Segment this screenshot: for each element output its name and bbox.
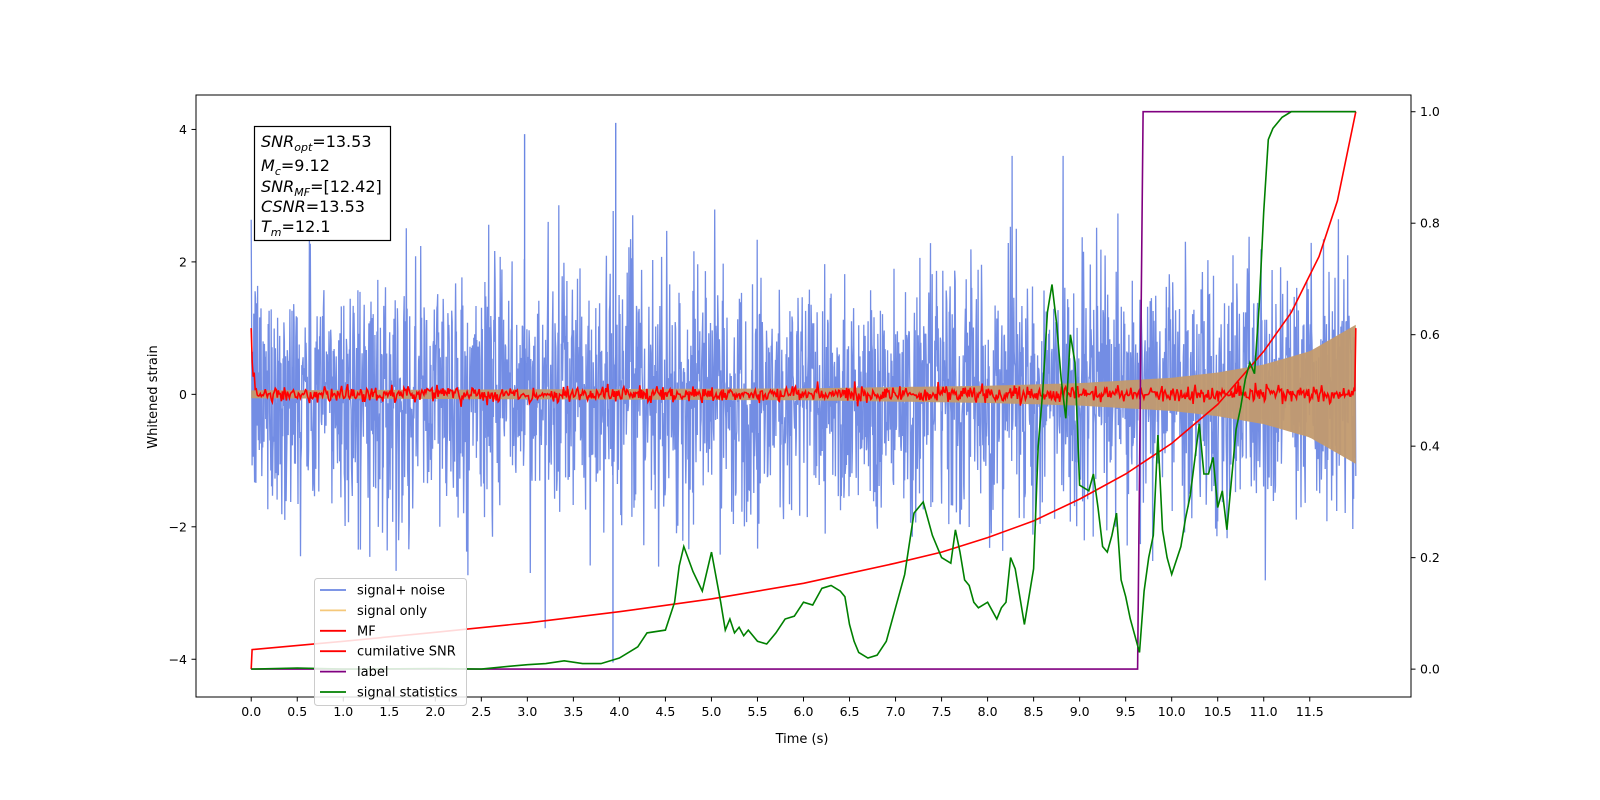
x-tick-label: 11.5: [1296, 704, 1324, 719]
legend-label: MF: [357, 624, 376, 639]
x-tick-label: 10.0: [1158, 704, 1186, 719]
y-left-tick-label: 4: [179, 122, 187, 137]
label-line: [251, 110, 1356, 670]
csnr-line: CSNR=13.53: [261, 197, 365, 216]
legend-label: signal+ noise: [357, 584, 445, 599]
snr-annotation-box: SNRopt=13.53 Mc=9.12 SNRMF=[12.42] CSNR=…: [253, 125, 392, 242]
x-tick-label: 2.5: [471, 704, 491, 719]
x-tick-label: 3.5: [563, 704, 583, 719]
x-tick-label: 4.5: [655, 704, 675, 719]
legend-label: cumilative SNR: [357, 645, 456, 660]
x-tick-label: 7.0: [886, 704, 906, 719]
y-right-tick-label: 0.4: [1420, 439, 1440, 454]
x-tick-label: 5.5: [748, 704, 768, 719]
y-right-tick-label: 0.6: [1420, 327, 1440, 342]
axes: 0.0 0.5 1.0 1.5 2.0 2.5 3.0 3.5 4.0 4.5 5.0 5.5 6.0 6…: [169, 94, 1440, 719]
mf-line: [250, 328, 1357, 407]
legend-label: label: [357, 665, 388, 680]
y-left-tick-label: 0: [179, 387, 187, 402]
x-tick-label: 3.0: [517, 704, 537, 719]
x-axis-label: Time (s): [775, 732, 829, 747]
x-tick-label: 10.5: [1204, 704, 1232, 719]
x-tick-label: 11.0: [1250, 704, 1278, 719]
x-tick-label: 6.5: [840, 704, 860, 719]
signal-statistics-line: [251, 110, 1356, 670]
y-right-tick-label: 0.2: [1420, 550, 1440, 565]
legend-label: signal statistics: [357, 686, 458, 701]
x-tick-label: 4.0: [609, 704, 629, 719]
y-axis-label: Whitened strain: [146, 345, 161, 448]
chart-legend: signal+ noise signal only MF cumilative SNR…: [314, 578, 467, 706]
x-tick-label: 9.0: [1070, 704, 1090, 719]
mc-line: Mc=9.12: [261, 156, 330, 178]
y-left-tick-label: 2: [179, 254, 187, 269]
legend-label: signal only: [357, 604, 427, 619]
x-tick-label: 8.0: [978, 704, 998, 719]
x-tick-label: 8.5: [1024, 704, 1044, 719]
y-left-tick-label: −2: [169, 519, 187, 534]
y-right-tick-label: 1.0: [1420, 104, 1440, 119]
x-tick-label: 9.5: [1116, 704, 1136, 719]
x-tick-label: 0.0: [241, 704, 261, 719]
x-tick-label: 0.5: [287, 704, 307, 719]
snr-mf-line: SNRMF=[12.42]: [261, 177, 382, 199]
x-tick-label: 2.0: [425, 704, 445, 719]
x-tick-label: 1.5: [379, 704, 399, 719]
x-tick-label: 6.0: [794, 704, 814, 719]
tm-line: Tm=12.1: [261, 217, 331, 239]
y-right-tick-label: 0.8: [1420, 216, 1440, 231]
x-tick-label: 5.0: [702, 704, 722, 719]
x-tick-label: 1.0: [333, 704, 353, 719]
snr-opt-line: SNRopt=13.53: [261, 132, 372, 154]
x-tick-label: 7.5: [932, 704, 952, 719]
y-left-tick-label: −4: [169, 652, 187, 667]
y-right-tick-label: 0.0: [1420, 662, 1440, 677]
